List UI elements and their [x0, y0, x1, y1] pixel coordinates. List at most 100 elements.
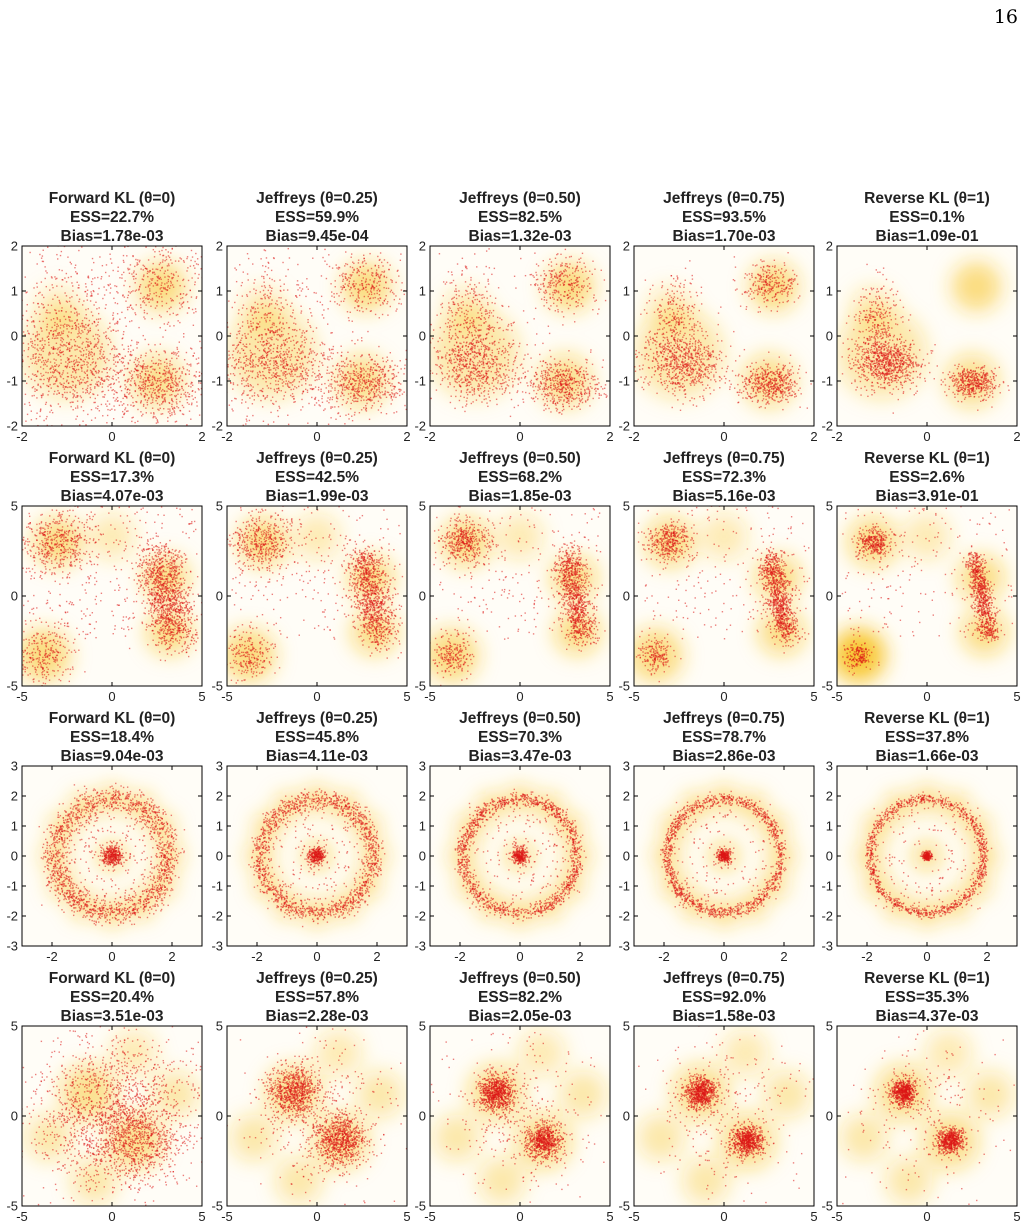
- sample-point: [546, 400, 549, 403]
- sample-point: [40, 349, 43, 351]
- sample-point: [370, 368, 372, 370]
- sample-point: [257, 326, 259, 328]
- sample-point: [100, 358, 102, 360]
- sample-point: [128, 371, 131, 373]
- sample-point: [351, 283, 354, 285]
- sample-point: [191, 384, 194, 386]
- sample-point: [321, 397, 323, 400]
- sample-point: [98, 335, 101, 337]
- sample-point: [354, 395, 356, 397]
- sample-point: [299, 352, 301, 355]
- sample-point: [478, 377, 480, 380]
- sample-point: [566, 373, 569, 375]
- sample-point: [78, 313, 80, 315]
- sample-point: [155, 422, 158, 424]
- sample-point: [143, 302, 146, 304]
- sample-point: [184, 394, 187, 396]
- sample-point: [340, 395, 342, 397]
- sample-point: [508, 392, 511, 394]
- sample-point: [361, 283, 364, 285]
- sample-point: [217, 404, 218, 405]
- sample-point: [290, 353, 292, 356]
- sample-point: [379, 405, 382, 408]
- sample-point: [167, 263, 170, 265]
- sample-point: [81, 347, 83, 350]
- sample-point: [130, 380, 132, 382]
- sample-point: [455, 369, 457, 372]
- sample-point: [161, 394, 163, 396]
- sample-point: [277, 329, 279, 331]
- sample-point: [450, 395, 452, 397]
- sample-point: [299, 373, 302, 375]
- sample-point: [134, 383, 137, 386]
- sample-point: [538, 291, 541, 293]
- sample-point: [265, 364, 267, 366]
- sample-point: [466, 367, 468, 370]
- sample-point: [102, 415, 104, 417]
- sample-point: [176, 352, 178, 354]
- sample-point: [48, 333, 50, 335]
- sample-point: [249, 320, 252, 323]
- sample-point: [192, 355, 194, 357]
- sample-point: [39, 410, 42, 413]
- sample-point: [144, 318, 146, 320]
- sample-point: [377, 382, 379, 385]
- sample-point: [482, 378, 484, 380]
- sample-point: [581, 395, 583, 398]
- sample-point: [380, 403, 383, 405]
- sample-point: [154, 307, 157, 309]
- sample-point: [171, 352, 173, 354]
- sample-point: [355, 374, 357, 376]
- sample-point: [144, 267, 147, 270]
- sample-point: [448, 341, 451, 343]
- sample-point: [572, 397, 574, 400]
- sample-point: [86, 295, 88, 297]
- sample-point: [88, 345, 90, 347]
- sample-point: [149, 349, 152, 351]
- sample-point: [70, 405, 72, 408]
- sample-point: [466, 336, 469, 338]
- sample-point: [352, 364, 355, 366]
- sample-point: [87, 308, 89, 310]
- sample-point: [69, 355, 72, 357]
- sample-point: [500, 363, 502, 365]
- sample-point: [171, 394, 173, 396]
- sample-point: [554, 372, 556, 374]
- sample-point: [496, 377, 498, 379]
- sample-point: [235, 346, 238, 349]
- sample-point: [338, 365, 341, 367]
- sample-point: [553, 380, 555, 382]
- sample-point: [66, 391, 68, 394]
- sample-point: [105, 264, 108, 266]
- sample-point: [447, 318, 449, 320]
- sample-point: [269, 329, 271, 332]
- sample-point: [290, 375, 292, 377]
- sample-point: [486, 361, 489, 363]
- sample-point: [192, 398, 194, 400]
- sample-point: [289, 356, 291, 359]
- sample-point: [447, 322, 450, 324]
- sample-point: [223, 302, 224, 303]
- sample-point: [141, 384, 143, 387]
- sample-point: [32, 302, 35, 304]
- sample-point: [332, 372, 334, 375]
- sample-point: [211, 395, 212, 396]
- sample-point: [170, 376, 172, 378]
- sample-point: [15, 352, 16, 353]
- sample-point: [78, 287, 80, 289]
- sample-point: [142, 387, 144, 390]
- sample-point: [176, 403, 178, 405]
- sample-point: [369, 279, 371, 281]
- sample-point: [348, 319, 350, 322]
- sample-point: [459, 361, 461, 363]
- sample-point: [284, 365, 286, 367]
- sample-point: [267, 329, 269, 331]
- sample-point: [279, 321, 281, 323]
- sample-point: [360, 363, 362, 366]
- sample-point: [286, 384, 289, 386]
- sample-point: [486, 355, 488, 357]
- sample-point: [365, 410, 368, 412]
- sample-point: [63, 326, 65, 328]
- sample-point: [58, 332, 61, 334]
- sample-point: [166, 310, 168, 313]
